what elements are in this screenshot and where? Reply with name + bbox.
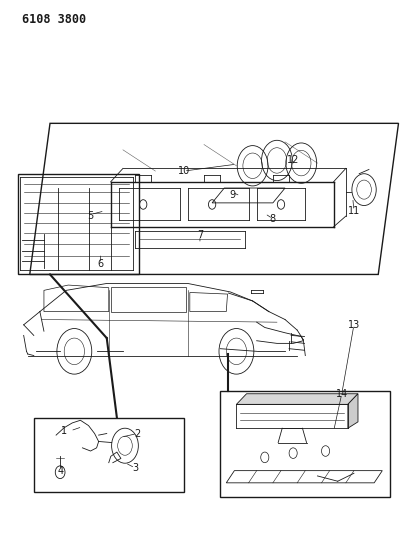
- Text: 8: 8: [270, 214, 276, 224]
- Text: 6: 6: [98, 259, 104, 269]
- Text: 9: 9: [229, 190, 235, 200]
- Polygon shape: [236, 394, 358, 405]
- Text: 1: 1: [61, 426, 67, 436]
- Polygon shape: [348, 394, 358, 428]
- Text: 13: 13: [348, 320, 360, 330]
- Text: 6108 3800: 6108 3800: [22, 13, 86, 26]
- Text: 12: 12: [287, 156, 299, 165]
- Text: 10: 10: [177, 166, 190, 176]
- Text: 3: 3: [132, 463, 138, 473]
- Text: 11: 11: [348, 206, 360, 216]
- Text: 2: 2: [134, 429, 140, 439]
- Text: 4: 4: [57, 466, 63, 475]
- Text: 5: 5: [87, 211, 94, 221]
- Text: 14: 14: [336, 389, 348, 399]
- Text: 7: 7: [197, 230, 203, 240]
